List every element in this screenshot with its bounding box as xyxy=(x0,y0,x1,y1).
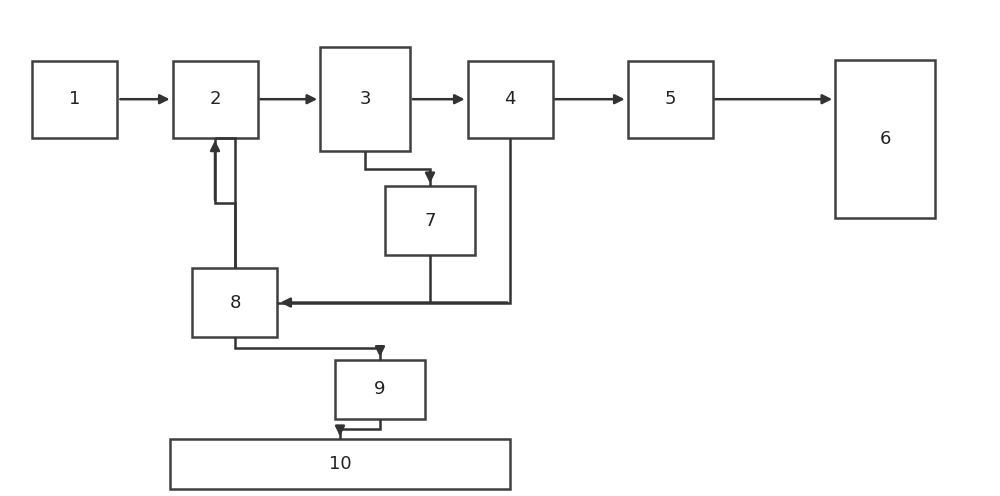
Bar xyxy=(385,186,475,255)
Bar xyxy=(468,61,552,137)
Text: 7: 7 xyxy=(424,212,436,230)
Bar xyxy=(170,439,510,489)
Text: 1: 1 xyxy=(69,90,81,108)
Text: 10: 10 xyxy=(329,455,351,473)
Text: 4: 4 xyxy=(504,90,516,108)
Text: 5: 5 xyxy=(664,90,676,108)
Text: 8: 8 xyxy=(229,294,241,311)
Bar xyxy=(335,360,425,419)
Bar xyxy=(32,61,117,137)
Text: 9: 9 xyxy=(374,380,386,398)
Bar xyxy=(628,61,713,137)
Text: 3: 3 xyxy=(359,90,371,108)
Bar xyxy=(835,60,935,218)
Text: 6: 6 xyxy=(879,130,891,148)
Bar xyxy=(320,47,410,151)
Bar xyxy=(173,61,258,137)
Bar xyxy=(192,268,277,337)
Text: 2: 2 xyxy=(209,90,221,108)
